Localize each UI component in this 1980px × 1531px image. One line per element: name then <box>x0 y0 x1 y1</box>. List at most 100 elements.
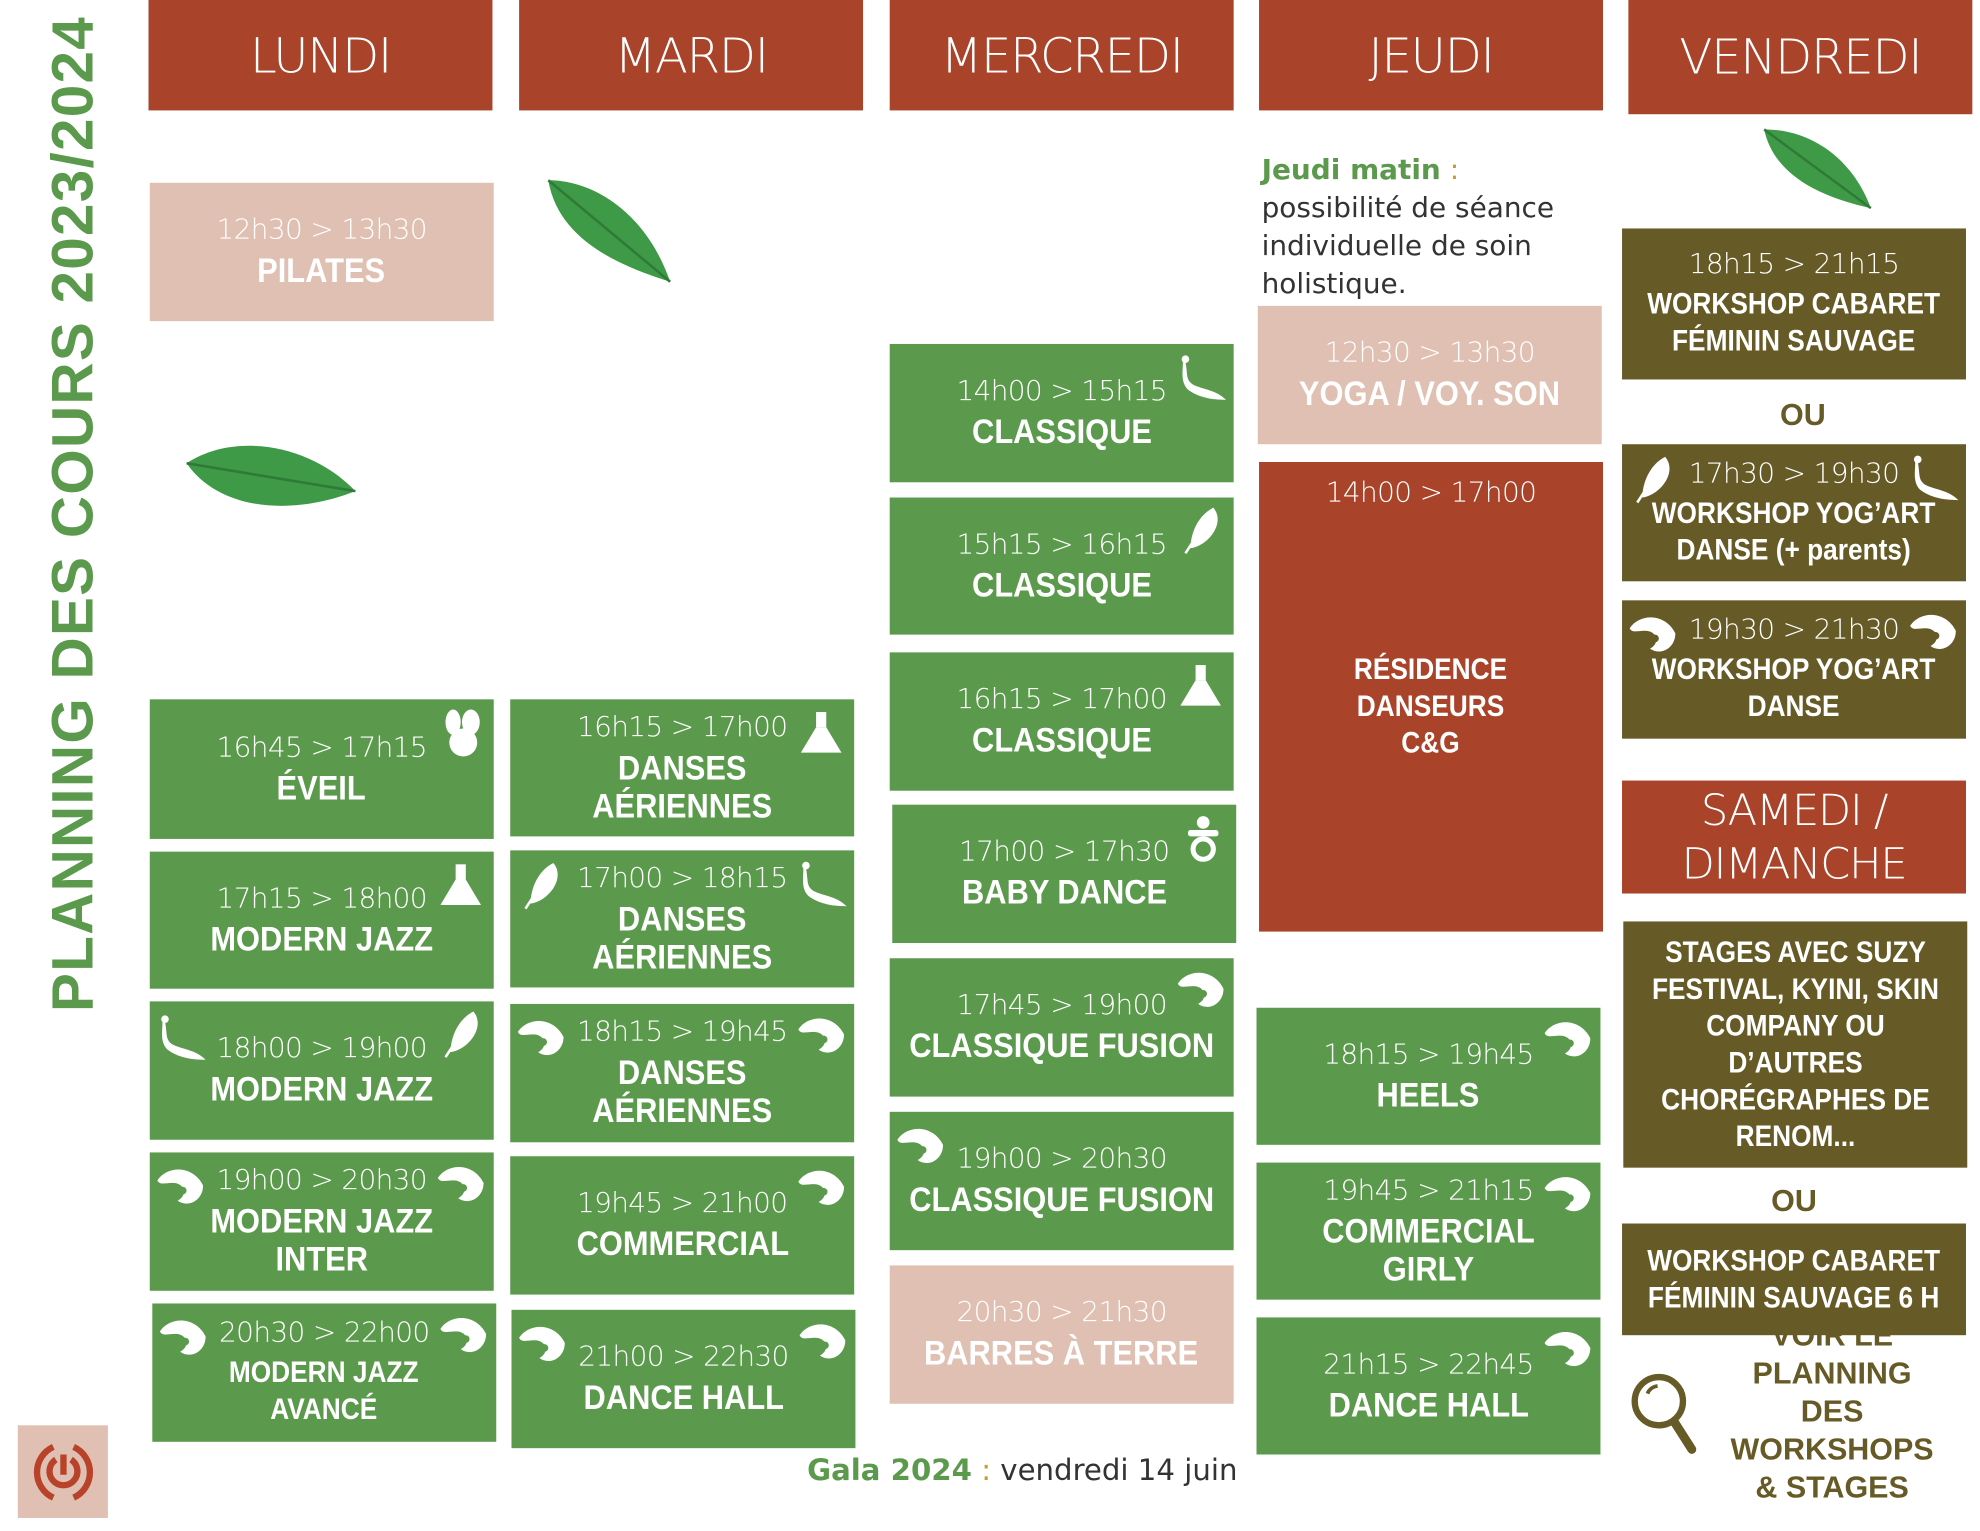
class-block: 20h30 > 21h30 BARRES À TERRE <box>889 1265 1234 1404</box>
class-title: YOGA / VOY. SON <box>1299 374 1561 413</box>
class-block: 12h30 > 13h30 YOGA / VOY. SON <box>1257 305 1602 445</box>
logo <box>17 1425 108 1518</box>
peacock-icon <box>1908 452 1959 503</box>
class-title: PILATES <box>257 251 386 290</box>
class-block: 19h30 > 21h30 WORKSHOP YOG’ART DANSE <box>1622 600 1966 739</box>
yinyang-icon <box>438 1311 489 1362</box>
class-block: 18h15 > 19h45 DANSES AÉRIENNES <box>510 1003 855 1143</box>
class-block: 21h15 > 22h45 DANCE HALL <box>1256 1317 1601 1455</box>
yinyang-icon <box>155 1163 206 1214</box>
note-label: Jeudi matin <box>1261 154 1441 187</box>
class-time: 20h30 > 21h30 <box>956 1297 1167 1329</box>
class-time: 16h15 > 17h00 <box>576 711 788 744</box>
yinyang-icon <box>1542 1170 1593 1221</box>
class-block: 14h00 > 15h15 CLASSIQUE <box>889 343 1234 483</box>
peacock-icon <box>1175 352 1227 403</box>
day-header-jeudi: JEUDI <box>1259 0 1603 111</box>
class-title: DANSES AÉRIENNES <box>592 748 773 825</box>
yinyang-icon <box>517 1320 568 1371</box>
dress-icon <box>796 707 847 758</box>
class-title: MODERN JAZZ INTER <box>210 1201 434 1279</box>
feather-icon <box>515 861 566 912</box>
class-block: 17h00 > 18h15 DANSES AÉRIENNES <box>510 850 855 988</box>
yinyang-icon <box>895 1122 946 1173</box>
class-block: 17h00 > 17h30 BABY DANCE <box>892 804 1237 944</box>
class-time: 19h00 > 20h30 <box>956 1143 1167 1176</box>
leaf-decoration <box>1763 128 1872 210</box>
dress-icon <box>435 859 486 910</box>
class-block: STAGES AVEC SUZY FESTIVAL, KYINI, SKIN C… <box>1623 921 1968 1168</box>
class-time: 20h30 > 22h00 <box>219 1317 430 1350</box>
class-title: DANSES AÉRIENNES <box>592 899 773 976</box>
class-title: DANCE HALL <box>583 1378 784 1417</box>
peacock-icon <box>796 858 847 909</box>
class-block: 19h00 > 20h30 CLASSIQUE FUSION <box>889 1111 1234 1251</box>
class-title: MODERN JAZZ <box>210 1069 434 1109</box>
class-title: ÉVEIL <box>277 768 367 807</box>
class-block: 18h15 > 21h15 WORKSHOP CABARET FÉMININ SA… <box>1622 228 1966 380</box>
gala-text: vendredi 14 juin <box>991 1454 1238 1488</box>
class-time: 18h15 > 19h45 <box>1323 1038 1534 1071</box>
class-time: 17h00 > 18h15 <box>576 862 788 895</box>
class-time: 17h00 > 17h30 <box>958 836 1170 869</box>
jeudi-note: Jeudi matin : possibilité de séance indi… <box>1262 152 1605 304</box>
class-block: 19h45 > 21h00 COMMERCIAL <box>510 1156 855 1295</box>
class-block: 19h45 > 21h15 COMMERCIAL GIRLY <box>1256 1162 1601 1300</box>
gala-label: Gala 2024 <box>807 1454 972 1488</box>
or-label: OU <box>1780 398 1826 433</box>
workshops-link-text: VOIR LE PLANNING DES WORKSHOPS & STAGES <box>1730 1318 1934 1506</box>
class-block: 16h15 > 17h00 DANSES AÉRIENNES <box>510 699 855 837</box>
class-block: 18h15 > 19h45 HEELS <box>1256 1007 1601 1145</box>
class-time: 21h15 > 22h45 <box>1323 1348 1534 1381</box>
class-block: 20h30 > 22h00 MODERN JAZZ AVANCÉ <box>152 1303 497 1442</box>
note-text: possibilité de séance individuelle de so… <box>1261 192 1555 301</box>
feather-icon <box>1175 505 1226 556</box>
yinyang-icon <box>796 1164 847 1215</box>
class-title: DANSES AÉRIENNES <box>592 1053 773 1130</box>
workshops-link[interactable]: VOIR LE PLANNING DES WORKSHOPS & STAGES <box>1628 1319 1964 1505</box>
day-header-mardi: MARDI <box>519 0 864 111</box>
class-title: DANCE HALL <box>1328 1385 1529 1424</box>
class-time: 17h30 > 19h30 <box>1688 457 1900 490</box>
class-title: CLASSIQUE <box>971 565 1152 604</box>
class-title: CLASSIQUE FUSION <box>909 1026 1215 1065</box>
class-time: 19h00 > 20h30 <box>216 1165 428 1197</box>
day-header-lundi: LUNDI <box>148 0 493 111</box>
day-header-mercredi: MERCREDI <box>889 0 1234 111</box>
yinyang-icon <box>157 1314 208 1365</box>
gala-date: Gala 2024 : vendredi 14 juin <box>762 1454 1238 1488</box>
class-block: 17h45 > 19h00 CLASSIQUE FUSION <box>889 958 1234 1097</box>
yinyang-icon <box>435 1160 486 1211</box>
class-title: WORKSHOP CABARET FÉMININ SAUVAGE <box>1647 286 1941 357</box>
class-time: 12h30 > 13h30 <box>216 214 428 247</box>
class-time: 16h45 > 17h15 <box>216 731 428 764</box>
leaf-decoration <box>186 445 356 506</box>
class-time: 21h00 > 22h30 <box>578 1341 789 1374</box>
class-time: 18h15 > 21h15 <box>1688 248 1900 281</box>
class-block: 15h15 > 16h15 CLASSIQUE <box>889 497 1234 635</box>
class-title: COMMERCIAL GIRLY <box>1322 1211 1535 1288</box>
class-time: 14h00 > 17h00 <box>1325 477 1537 509</box>
class-block: 19h00 > 20h30 MODERN JAZZ INTER <box>149 1152 494 1291</box>
class-block: WORKSHOP CABARET FÉMININ SAUVAGE 6 H <box>1622 1223 1966 1336</box>
yinyang-icon <box>1175 966 1226 1017</box>
class-block: 17h30 > 19h30 WORKSHOP YOG’ART DANSE (+ p… <box>1622 444 1966 582</box>
peacock-icon <box>155 1012 206 1063</box>
bunny-icon <box>435 707 486 758</box>
or-label: OU <box>1771 1184 1817 1219</box>
day-header-vendredi: VENDREDI <box>1628 0 1973 115</box>
class-block: 14h00 > 17h00 RÉSIDENCE DANSEURS C&G <box>1259 461 1603 932</box>
class-block: 12h30 > 13h30 PILATES <box>149 182 494 322</box>
class-title: BARRES À TERRE <box>924 1333 1199 1373</box>
class-block: 21h00 > 22h30 DANCE HALL <box>511 1309 856 1449</box>
class-time: 16h15 > 17h00 <box>956 684 1167 716</box>
class-time: 19h45 > 21h00 <box>576 1187 788 1220</box>
class-title: STAGES AVEC SUZY FESTIVAL, KYINI, SKIN C… <box>1651 935 1939 1153</box>
dress-icon <box>1175 660 1226 711</box>
class-title: HEELS <box>1377 1075 1480 1114</box>
class-block: 16h45 > 17h15 ÉVEIL <box>149 699 494 839</box>
class-time: 18h00 > 19h00 <box>216 1033 428 1065</box>
class-title: MODERN JAZZ AVANCÉ <box>229 1355 420 1426</box>
page-title: PLANNING DES COURS 2023/2024 <box>39 16 106 1013</box>
